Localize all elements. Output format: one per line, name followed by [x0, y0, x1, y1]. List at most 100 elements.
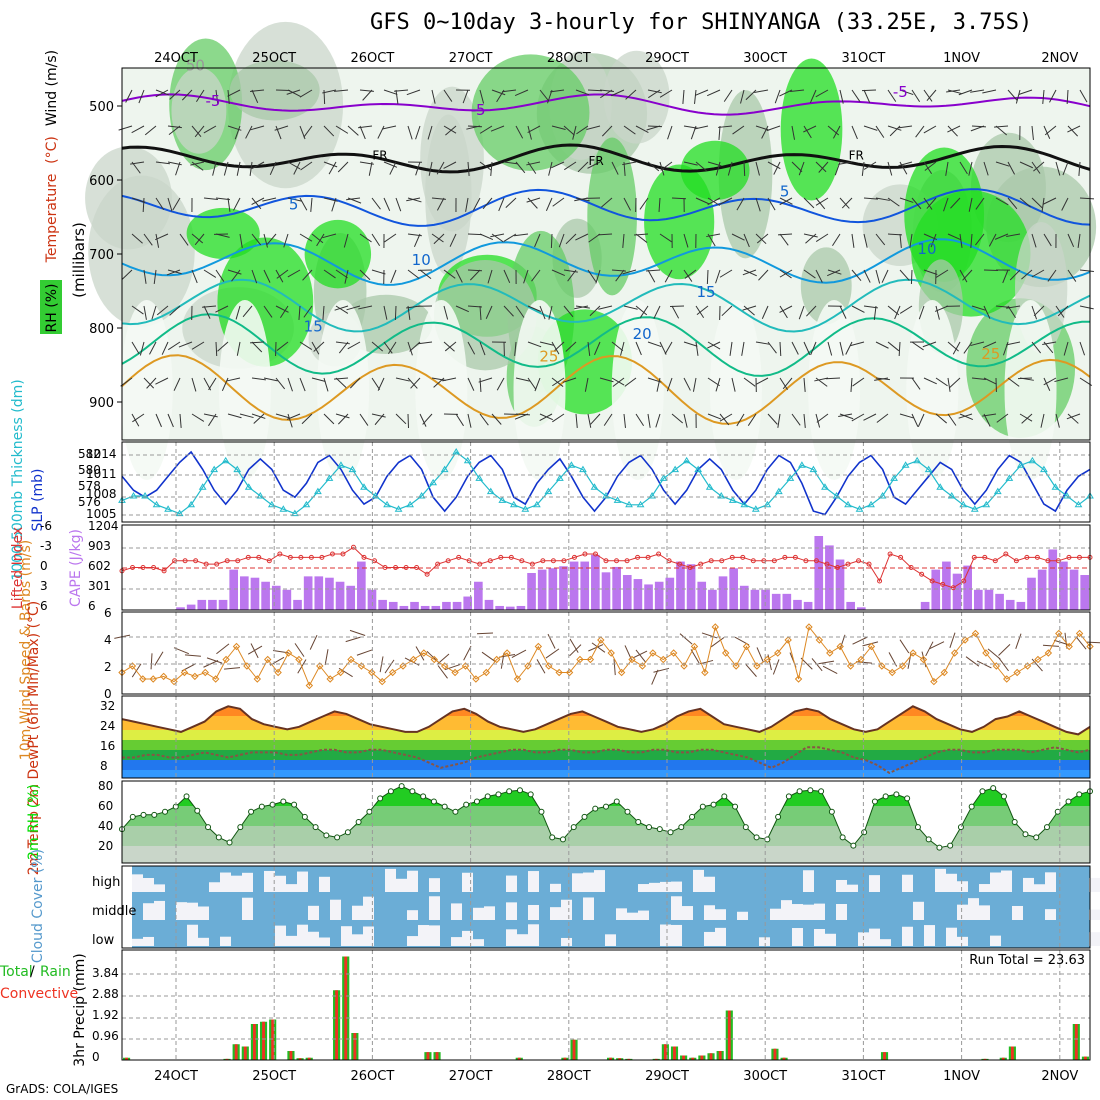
cloud-fraction — [781, 900, 792, 920]
wind-barb — [798, 305, 805, 320]
wind-barb — [659, 89, 673, 98]
lifted-index-marker — [329, 551, 335, 557]
wind-barb — [601, 125, 613, 137]
lifted-index-marker — [887, 551, 893, 557]
wind-barb — [851, 305, 865, 313]
thickness-marker — [348, 465, 357, 473]
wind-barb — [245, 125, 253, 139]
top-date-label: 25OCT — [252, 51, 296, 66]
rh-marker — [140, 811, 147, 818]
cape-bar — [569, 561, 579, 610]
wind-speed-marker — [149, 675, 157, 683]
thickness-tick: 576 — [78, 495, 101, 509]
wind-speed-marker — [534, 642, 543, 651]
cloud-fraction — [968, 898, 979, 920]
temp-line — [121, 705, 1091, 736]
pressure-tick-label: 800 — [89, 322, 114, 337]
wind-barb — [934, 305, 949, 312]
wind-barb — [1006, 341, 1021, 346]
wind-barb — [639, 305, 649, 318]
wind-barb — [215, 89, 219, 104]
wind-barb — [683, 161, 698, 166]
rh-shading — [644, 164, 715, 280]
wind-barb — [679, 633, 693, 645]
wind-barb — [515, 305, 525, 318]
rh-shading — [603, 50, 670, 144]
rh-marker — [796, 788, 803, 795]
wind-barb — [777, 233, 793, 236]
wind-barb — [368, 161, 373, 176]
wind-barb — [384, 659, 395, 674]
cloud-fraction — [198, 937, 209, 946]
wind-barb — [299, 233, 313, 242]
wind-barb — [995, 125, 1008, 136]
wind-barb — [309, 634, 318, 650]
thickness-marker — [302, 500, 311, 508]
wind-barb — [701, 632, 718, 639]
cloud-fraction — [407, 910, 418, 920]
wind-barb — [612, 377, 625, 387]
wind-barb — [898, 125, 913, 129]
wind-barb — [415, 125, 421, 140]
wind-barb — [467, 341, 476, 355]
wind-barb — [227, 413, 242, 419]
cape-bar — [325, 577, 334, 610]
wind-speed-marker — [503, 649, 511, 657]
wind-speed-marker — [305, 681, 314, 690]
wind-barb — [899, 305, 913, 314]
wind-barb — [1019, 413, 1033, 422]
wind-barb — [347, 341, 361, 350]
wind-barb — [647, 161, 660, 172]
wind-barb — [1043, 197, 1057, 205]
thickness-marker — [947, 492, 956, 499]
wind-barb — [263, 377, 278, 382]
wind-barb — [600, 89, 613, 99]
wind-barb — [173, 377, 181, 391]
wind-barb — [827, 269, 841, 277]
wind-barb — [287, 89, 301, 97]
thickness-marker — [959, 500, 968, 508]
wind-barb — [620, 341, 625, 356]
cloud-fraction — [605, 934, 616, 946]
cloud-fraction — [363, 896, 374, 920]
cloud-fraction — [220, 872, 231, 892]
wind-barb — [994, 125, 1009, 128]
wind-barb — [949, 632, 956, 648]
cape-bar — [591, 554, 600, 610]
temp-tick: 8 — [100, 759, 108, 773]
lifted-index-marker — [182, 558, 188, 564]
wind-barb — [635, 233, 648, 243]
wind-barb — [293, 161, 301, 175]
wind-barb — [970, 233, 973, 248]
lifted-index-marker — [477, 561, 483, 567]
wind-barb — [503, 233, 517, 242]
wind-barb — [761, 305, 769, 320]
lifted-index-marker — [856, 558, 862, 564]
wind-barb — [371, 197, 381, 210]
thickness-marker — [394, 505, 403, 512]
wind-barb — [236, 341, 241, 356]
wind-barb — [779, 269, 793, 278]
contour-label: 15 — [696, 283, 715, 301]
precip-convective-bar — [289, 1051, 293, 1060]
wind-speed-marker — [336, 668, 345, 677]
wind-speed-marker — [472, 675, 480, 683]
wind-barb — [536, 659, 546, 674]
wind-barb — [545, 648, 560, 659]
wind-barb — [653, 305, 661, 319]
wind-barb — [623, 197, 631, 211]
lifted-index-marker — [866, 561, 872, 567]
wind-barb — [406, 305, 421, 309]
wind-barb — [383, 89, 398, 95]
wind-barb — [947, 233, 961, 241]
wind-barb — [743, 233, 750, 248]
wind-barb — [527, 197, 538, 209]
wind-barb — [215, 341, 218, 357]
wind-barb — [1042, 644, 1059, 647]
wind-barb — [118, 125, 133, 131]
wind-barb — [131, 233, 143, 244]
wind-barb — [1031, 161, 1041, 174]
wind-barb — [756, 647, 764, 663]
wind-barb — [719, 413, 730, 426]
wind-barb — [374, 413, 385, 426]
